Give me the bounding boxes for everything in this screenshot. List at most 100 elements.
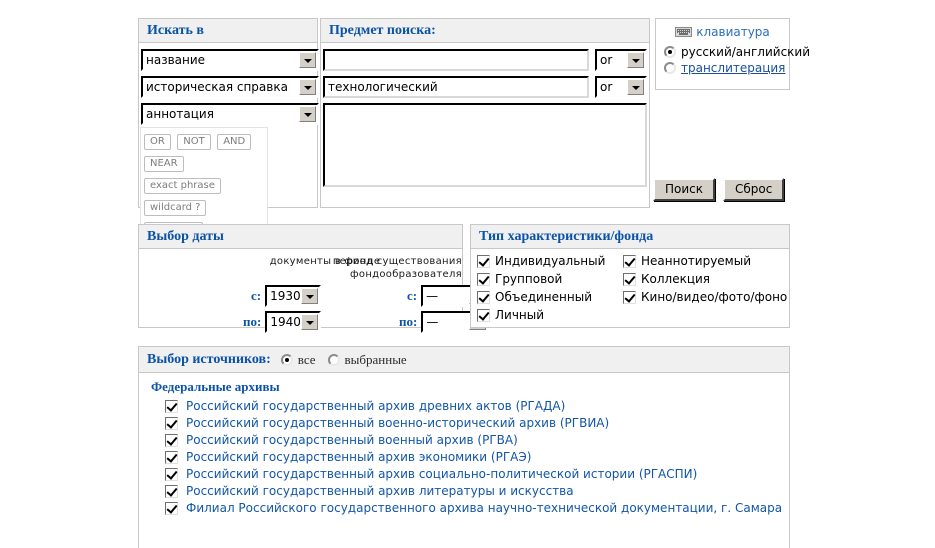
date-column-title-period: период существования фондообразователя — [322, 255, 462, 281]
chevron-down-icon[interactable] — [299, 106, 316, 122]
reset-button[interactable]: Сброс — [723, 178, 785, 201]
checkbox-archive-rgva[interactable] — [165, 433, 178, 447]
search-term-input-1[interactable] — [323, 49, 589, 71]
operator-button-exact-phrase[interactable]: exact phrase — [144, 178, 221, 194]
date-column-title-period-line1: период существования — [332, 256, 462, 267]
checkbox-collection[interactable] — [623, 272, 636, 286]
type-checkbox-collection[interactable]: Коллекция — [623, 272, 787, 286]
search-in-panel: Искать в название историческая справка а… — [138, 18, 319, 208]
type-checkbox-unannotated[interactable]: Неаннотируемый — [623, 254, 787, 268]
list-item[interactable]: Российский государственный военный архив… — [139, 433, 789, 450]
list-item[interactable]: Российский государственный архив социаль… — [139, 467, 789, 484]
operator-button-and[interactable]: AND — [217, 134, 252, 150]
date-documents-from-select[interactable]: 1930 — [265, 285, 322, 307]
checkbox-unannotated[interactable] — [623, 254, 636, 268]
checkbox-archive-rgaspi[interactable] — [165, 467, 178, 481]
chevron-down-icon[interactable] — [627, 79, 644, 95]
language-option-label-transliteration[interactable]: транслитерация — [681, 61, 786, 75]
type-checkbox-media[interactable]: Кино/видео/фото/фоно — [623, 290, 787, 304]
list-item[interactable]: Российский государственный архив древних… — [139, 399, 789, 416]
search-in-select-1[interactable]: название — [141, 49, 319, 71]
date-documents-from-label: с: — [251, 288, 262, 303]
checkbox-archive-rgantd-samara[interactable] — [165, 501, 178, 515]
checkbox-individual[interactable] — [477, 254, 490, 268]
chevron-down-icon[interactable] — [301, 288, 319, 304]
language-option-transliteration[interactable]: транслитерация — [656, 59, 789, 75]
chevron-down-icon[interactable] — [301, 314, 319, 330]
type-label-collection: Коллекция — [641, 272, 711, 286]
archive-link-rgali[interactable]: Российский государственный архив литерат… — [186, 484, 574, 498]
date-period-from-value: — — [426, 289, 439, 303]
checkbox-archive-rgada[interactable] — [165, 399, 178, 413]
radio-sources-selected[interactable] — [327, 353, 340, 366]
search-term-operator-select-2-value: or — [600, 80, 613, 94]
keyboard-icon[interactable] — [675, 27, 693, 37]
search-term-title: Предмет поиска: — [321, 19, 649, 43]
search-term-operator-1-wrapper: or — [595, 49, 647, 71]
archive-link-rgvia[interactable]: Российский государственный военно-истори… — [186, 416, 610, 430]
archive-link-rgada[interactable]: Российский государственный архив древних… — [186, 399, 566, 413]
checkbox-personal[interactable] — [477, 308, 490, 322]
search-in-title: Искать в — [139, 19, 317, 43]
type-checkbox-individual[interactable]: Индивидуальный — [477, 254, 605, 268]
keyboard-panel: клавиатура русский/английский транслитер… — [655, 18, 810, 90]
search-in-select-3[interactable]: аннотация — [141, 103, 319, 125]
date-period-to-value: — — [426, 315, 439, 329]
date-column-title-period-line2: фондообразователя — [350, 269, 462, 280]
chevron-down-icon[interactable] — [299, 79, 316, 95]
chevron-down-icon[interactable] — [299, 52, 316, 68]
radio-sources-all[interactable] — [280, 353, 293, 366]
list-item[interactable]: Российский государственный военно-истори… — [139, 416, 789, 433]
search-term-operator-select-1[interactable]: or — [595, 49, 647, 71]
sources-scope-selected-label: выбранные — [344, 351, 407, 367]
archive-link-rgae[interactable]: Российский государственный архив экономи… — [186, 450, 532, 464]
sources-group-title: Федеральные архивы — [151, 379, 280, 394]
checkbox-media[interactable] — [623, 290, 636, 304]
archive-link-rgaspi[interactable]: Российский государственный архив социаль… — [186, 467, 698, 481]
date-column-title-documents: документы в фонде — [269, 256, 381, 267]
archive-link-rgantd-samara[interactable]: Филиал Российского государственного архи… — [186, 501, 783, 515]
checkbox-archive-rgae[interactable] — [165, 450, 178, 464]
search-in-select-2[interactable]: историческая справка — [141, 76, 319, 98]
radio-russian-english[interactable] — [664, 46, 676, 58]
type-checkbox-personal[interactable]: Личный — [477, 308, 605, 322]
sources-scope-all[interactable]: все — [280, 352, 316, 368]
operator-button-or[interactable]: OR — [144, 134, 171, 150]
search-in-fields: название историческая справка аннотация — [139, 43, 319, 125]
type-label-media: Кино/видео/фото/фоно — [641, 290, 788, 304]
date-documents-to-value: 1940 — [270, 315, 301, 329]
search-in-select-1-value: название — [146, 53, 206, 67]
type-label-personal: Личный — [495, 308, 545, 322]
sources-title: Выбор источников: — [147, 351, 271, 367]
date-documents-to-select[interactable]: 1940 — [265, 311, 322, 333]
operator-button-wildcard-question[interactable]: wildcard ? — [144, 200, 207, 216]
date-period-from-label: с: — [407, 288, 418, 303]
search-term-textarea[interactable] — [323, 103, 647, 187]
checkbox-archive-rgvia[interactable] — [165, 416, 178, 430]
chevron-down-icon[interactable] — [627, 52, 644, 68]
type-panel-body: Индивидуальный Групповой Объединенный Ли… — [471, 249, 789, 322]
type-label-unannotated: Неаннотируемый — [641, 254, 752, 268]
radio-transliteration[interactable] — [664, 62, 676, 74]
list-item[interactable]: Российский государственный архив литерат… — [139, 484, 789, 501]
date-documents-to-label: по: — [243, 314, 262, 329]
type-checkbox-united[interactable]: Объединенный — [477, 290, 605, 304]
sources-scope-selected[interactable]: выбранные — [327, 351, 407, 368]
search-term-operator-select-2[interactable]: or — [595, 76, 647, 98]
search-button[interactable]: Поиск — [653, 178, 716, 201]
list-item[interactable]: Российский государственный архив экономи… — [139, 450, 789, 467]
type-panel-title: Тип характеристики/фонда — [471, 225, 789, 249]
type-column-1: Индивидуальный Групповой Объединенный Ли… — [477, 254, 605, 326]
operator-button-not[interactable]: NOT — [177, 134, 211, 150]
type-column-2: Неаннотируемый Коллекция Кино/видео/фото… — [623, 254, 787, 308]
checkbox-united[interactable] — [477, 290, 490, 304]
archive-link-rgva[interactable]: Российский государственный военный архив… — [186, 433, 518, 447]
checkbox-group[interactable] — [477, 272, 490, 286]
type-checkbox-group[interactable]: Групповой — [477, 272, 605, 286]
search-term-input-2[interactable] — [323, 76, 589, 98]
operator-button-near[interactable]: NEAR — [144, 156, 184, 172]
checkbox-archive-rgali[interactable] — [165, 484, 178, 498]
keyboard-link[interactable]: клавиатура — [696, 25, 770, 39]
language-option-russian-english[interactable]: русский/английский — [656, 43, 810, 59]
list-item[interactable]: Филиал Российского государственного архи… — [139, 501, 789, 518]
